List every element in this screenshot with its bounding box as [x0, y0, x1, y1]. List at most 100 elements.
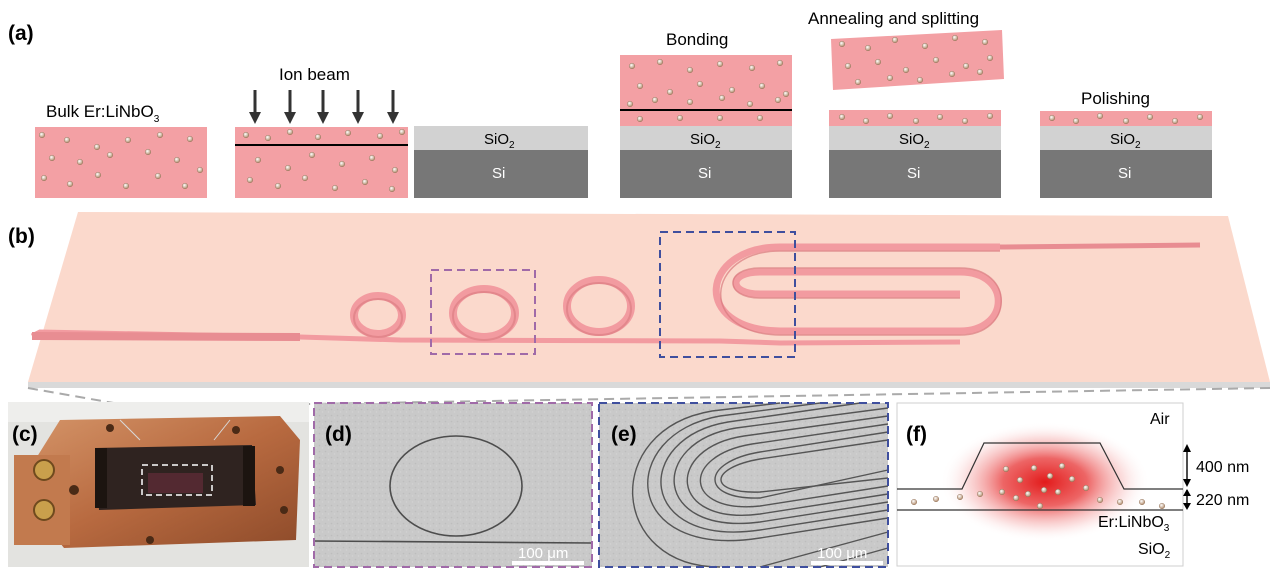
- split-sio2-layer: [829, 126, 1001, 150]
- ion-beam-caption: Ion beam: [279, 65, 350, 84]
- erbium-ion: [246, 176, 253, 183]
- bus-waveguide: [30, 329, 961, 346]
- panel-c: (c): [8, 402, 309, 567]
- panel-label-a: (a): [8, 22, 34, 45]
- erbium-ion: [717, 114, 724, 121]
- erbium-ion: [94, 171, 101, 178]
- erbium-ion: [963, 63, 970, 70]
- step-annealing-splitting: Annealing and splitting SiO2 Si: [808, 9, 1004, 198]
- erbium-ion: [657, 59, 664, 66]
- erbium-ion: [717, 61, 724, 68]
- erbium-ion: [911, 499, 918, 506]
- erbium-ion: [1072, 117, 1079, 124]
- bulk-crystal-block: [35, 127, 207, 198]
- erbium-ion: [1196, 113, 1203, 120]
- air-label: Air: [1150, 411, 1170, 428]
- erbium-ion: [749, 64, 756, 71]
- erbium-ion: [667, 88, 674, 95]
- erbium-ion: [777, 60, 784, 67]
- waveguide-ridge-outline: [897, 442, 1183, 490]
- panel-label-f: (f): [906, 423, 927, 446]
- erbium-ion: [677, 114, 684, 121]
- bulk-crystal-caption: Bulk Er:LiNbO3: [46, 102, 160, 125]
- substrate-si-layer: [414, 150, 588, 198]
- sem-frame-blue: [598, 402, 889, 568]
- erbium-ion: [76, 158, 83, 165]
- erbium-ion: [399, 128, 406, 135]
- erbium-ion: [186, 135, 193, 142]
- erbium-ion: [345, 129, 352, 136]
- bonded-si-label: Si: [698, 165, 711, 182]
- split-sio2-label: SiO2: [899, 131, 930, 151]
- erbium-ion: [903, 66, 910, 73]
- erbium-ions-bonded: [627, 59, 790, 122]
- thickness-label-ridge: 400 nm: [1196, 459, 1249, 476]
- polished-sio2-layer: [1040, 126, 1212, 150]
- panel-label-c: (c): [12, 423, 38, 446]
- erbium-ion: [389, 185, 396, 192]
- erbium-ion: [1122, 117, 1129, 124]
- bonding-caption: Bonding: [666, 30, 728, 49]
- erbium-ion: [977, 68, 984, 75]
- erbium-ion: [687, 98, 694, 105]
- thin-film-layer: [829, 110, 1001, 126]
- chip-side-edge: [28, 382, 1270, 388]
- erbium-ion: [747, 100, 754, 107]
- erbium-ion: [332, 184, 339, 191]
- erbium-ion: [855, 78, 862, 85]
- erbium-ions-implanted: [242, 128, 406, 192]
- erbium-ion: [339, 160, 346, 167]
- erbium-ion: [839, 41, 846, 48]
- erbium-ions-split: [839, 35, 994, 85]
- erbium-ion: [719, 94, 726, 101]
- erbium-ion: [66, 180, 73, 187]
- erbium-ion: [156, 131, 163, 138]
- erbium-ion: [949, 70, 956, 77]
- erbium-ion: [196, 166, 203, 173]
- sem-image-ring: [314, 403, 592, 567]
- panel-b: (b): [8, 212, 1271, 406]
- erbium-ion: [887, 74, 894, 81]
- scale-bar-e: [811, 561, 883, 565]
- erbium-ion: [775, 96, 782, 103]
- erbium-ion: [757, 114, 764, 121]
- substrate-wafer: SiO2 Si: [414, 126, 588, 198]
- erbium-ion: [302, 174, 309, 181]
- panel-d: (d) 100 μm: [313, 402, 593, 568]
- erbium-ion: [154, 172, 161, 179]
- erbium-ion: [839, 113, 846, 120]
- erbium-ion: [697, 80, 704, 87]
- erbium-ion: [1058, 463, 1065, 470]
- polishing-caption: Polishing: [1081, 89, 1150, 108]
- scale-bar-label-e: 100 μm: [817, 545, 867, 562]
- erbium-ion: [1048, 114, 1055, 121]
- step-polishing: Polishing SiO2 Si: [1040, 89, 1212, 198]
- erbium-ion: [275, 182, 282, 189]
- panel-e: (e) 100 μm: [598, 402, 889, 568]
- erbium-ion: [933, 496, 940, 503]
- polished-si-label: Si: [1118, 165, 1131, 182]
- erbium-ion: [913, 117, 920, 124]
- erbium-ion: [982, 39, 989, 46]
- film-label: Er:LiNbO3: [1098, 514, 1170, 534]
- spiral-resonator: [712, 243, 1002, 335]
- erbium-ion: [1158, 503, 1165, 510]
- erbium-ion: [652, 96, 659, 103]
- erbium-ion: [1082, 485, 1089, 492]
- erbium-ion: [1138, 499, 1145, 506]
- optical-mode-intensity: [940, 422, 1150, 542]
- erbium-ion: [362, 178, 369, 185]
- erbium-ion: [1013, 495, 1020, 502]
- highlight-box-spiral: [659, 231, 796, 358]
- mounting-screw: [33, 459, 55, 481]
- erbium-ion: [987, 112, 994, 119]
- erbium-ion: [106, 151, 113, 158]
- erbium-ion: [124, 136, 131, 143]
- bonded-crystal-block: [620, 55, 792, 126]
- ion-beam-arrows: [249, 90, 399, 124]
- erbium-ions-film: [839, 112, 994, 124]
- erbium-ion: [1096, 497, 1103, 504]
- erbium-ion: [1003, 466, 1010, 473]
- panel-label-e: (e): [611, 423, 637, 446]
- substrate-sio2-layer: [414, 126, 588, 150]
